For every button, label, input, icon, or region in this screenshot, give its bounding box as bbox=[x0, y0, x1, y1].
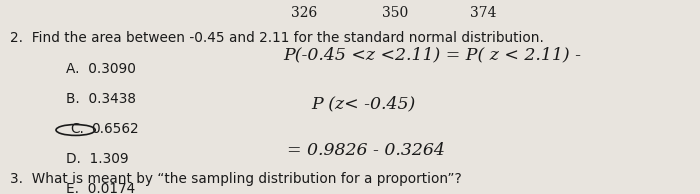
Text: 2.  Find the area between -0.45 and 2.11 for the standard normal distribution.: 2. Find the area between -0.45 and 2.11 … bbox=[10, 31, 545, 45]
Text: = 0.9826 - 0.3264: = 0.9826 - 0.3264 bbox=[287, 142, 445, 159]
Text: 374: 374 bbox=[470, 6, 496, 20]
Text: B.  0.3438: B. 0.3438 bbox=[66, 92, 136, 106]
Text: P (z< -0.45): P (z< -0.45) bbox=[312, 95, 416, 112]
Text: P(-0.45 <z <2.11) = P( z < 2.11) -: P(-0.45 <z <2.11) = P( z < 2.11) - bbox=[284, 47, 582, 64]
Text: 350: 350 bbox=[382, 6, 409, 20]
Text: 0.6562: 0.6562 bbox=[91, 122, 139, 136]
Text: 326: 326 bbox=[291, 6, 318, 20]
Text: 3.  What is meant by “the sampling distribution for a proportion”?: 3. What is meant by “the sampling distri… bbox=[10, 172, 462, 186]
Text: D.  1.309: D. 1.309 bbox=[66, 152, 129, 166]
Text: A.  0.3090: A. 0.3090 bbox=[66, 62, 136, 76]
Text: C.: C. bbox=[70, 122, 84, 136]
Text: E.  0.0174: E. 0.0174 bbox=[66, 182, 136, 194]
